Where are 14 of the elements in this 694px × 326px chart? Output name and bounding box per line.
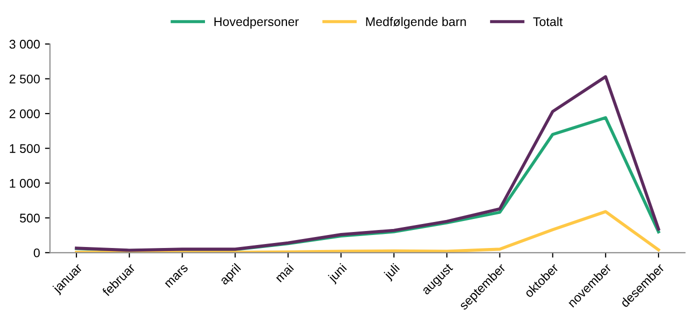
x-tick-label: mai — [274, 262, 294, 283]
y-tick-label: 1 500 — [10, 144, 40, 153]
legend-label: Totalt — [533, 16, 563, 26]
y-tick-label: 2 000 — [10, 109, 40, 118]
y-tick-label: 3 000 — [9, 40, 40, 49]
x-tick-label: juli — [382, 262, 402, 282]
legend-label: Hovedpersoner — [214, 16, 299, 29]
y-tick-label: 0 — [34, 248, 40, 258]
y-tick-label: 500 — [20, 214, 40, 223]
line-series — [74, 75, 660, 252]
y-tick-label: 1 000 — [10, 178, 40, 188]
y-tick-label: 2 500 — [10, 74, 40, 84]
legend-label: Medfølgende barn — [366, 16, 466, 29]
line-series — [74, 210, 660, 253]
